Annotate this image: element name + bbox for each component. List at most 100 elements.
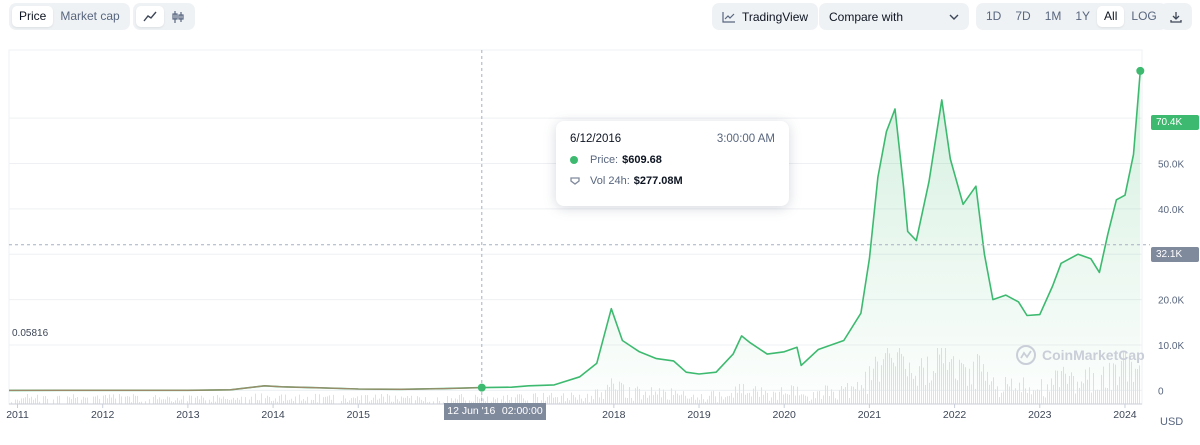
volume-bar bbox=[315, 393, 316, 404]
volume-bar bbox=[703, 399, 704, 404]
volume-bar bbox=[73, 394, 74, 404]
volume-bar bbox=[731, 392, 732, 404]
volume-bar bbox=[609, 387, 610, 404]
candlestick-icon[interactable] bbox=[164, 6, 192, 27]
x-tick-label: 2014 bbox=[261, 409, 285, 421]
volume-bar bbox=[605, 389, 606, 404]
volume-bar bbox=[1039, 390, 1040, 404]
volume-bar bbox=[683, 391, 684, 404]
crosshair-point bbox=[477, 383, 486, 392]
volume-bar bbox=[1117, 385, 1118, 404]
volume-bar bbox=[725, 397, 726, 404]
volume-bar bbox=[1051, 378, 1052, 404]
volume-bar bbox=[781, 387, 782, 404]
volume-bar bbox=[487, 396, 488, 404]
volume-bar bbox=[223, 396, 224, 404]
volume-bar bbox=[791, 385, 792, 404]
volume-bar bbox=[569, 400, 570, 404]
volume-bar bbox=[829, 396, 830, 404]
range-1y[interactable]: 1Y bbox=[1075, 9, 1091, 23]
range-1m[interactable]: 1M bbox=[1044, 9, 1062, 23]
volume-bar bbox=[353, 397, 354, 404]
volume-bar bbox=[121, 396, 122, 404]
volume-bar bbox=[655, 391, 656, 404]
volume-bar bbox=[623, 384, 624, 404]
volume-bar bbox=[589, 402, 590, 404]
download-button[interactable] bbox=[1160, 3, 1192, 30]
range-log[interactable]: LOG bbox=[1131, 9, 1157, 23]
tab-market-cap[interactable]: Market cap bbox=[60, 9, 120, 23]
crosshair-date: 12 Jun '16 bbox=[447, 405, 496, 417]
volume-bar bbox=[537, 397, 538, 404]
range-7d[interactable]: 7D bbox=[1015, 9, 1031, 23]
volume-bar bbox=[649, 395, 650, 404]
volume-bar bbox=[401, 396, 402, 404]
volume-bar bbox=[565, 401, 566, 404]
current-price-tag: 70.4K bbox=[1151, 115, 1199, 130]
volume-bar bbox=[1029, 387, 1030, 404]
y-tick-label: 0 bbox=[1158, 386, 1164, 397]
volume-bar bbox=[517, 394, 518, 404]
line-chart-icon[interactable] bbox=[136, 6, 164, 27]
volume-bar bbox=[769, 400, 770, 404]
volume-bar bbox=[993, 377, 994, 404]
volume-bar bbox=[957, 380, 958, 404]
tradingview-button[interactable]: TradingView bbox=[712, 3, 819, 30]
volume-bar bbox=[693, 394, 694, 404]
volume-bar bbox=[267, 395, 268, 404]
range-all[interactable]: All bbox=[1097, 6, 1125, 27]
volume-bar bbox=[419, 397, 420, 404]
volume-bar bbox=[213, 395, 214, 404]
volume-bar bbox=[283, 400, 284, 404]
tradingview-icon bbox=[722, 11, 735, 23]
currency-label: USD bbox=[1160, 416, 1184, 428]
volume-bar bbox=[183, 395, 184, 404]
volume-bar bbox=[67, 396, 68, 404]
volume-bar bbox=[737, 392, 738, 404]
volume-bar bbox=[1111, 389, 1112, 404]
volume-bar bbox=[239, 399, 240, 404]
volume-bar bbox=[591, 395, 592, 404]
volume-bar bbox=[219, 397, 220, 404]
volume-bar bbox=[831, 389, 832, 404]
volume-bar bbox=[735, 386, 736, 404]
volume-bar bbox=[417, 396, 418, 404]
volume-bar bbox=[313, 399, 314, 404]
volume-bar bbox=[43, 396, 44, 404]
volume-bar bbox=[425, 397, 426, 404]
volume-bar bbox=[377, 399, 378, 404]
volume-bar bbox=[675, 390, 676, 404]
volume-bar bbox=[389, 395, 390, 404]
volume-bar bbox=[261, 393, 262, 404]
range-1d[interactable]: 1D bbox=[986, 9, 1002, 23]
volume-bar bbox=[515, 397, 516, 404]
volume-bar bbox=[331, 399, 332, 404]
early-price-line bbox=[8, 385, 482, 392]
tooltip-volume-label: Vol 24h: bbox=[590, 175, 630, 187]
volume-bar bbox=[753, 388, 754, 404]
volume-bar bbox=[809, 401, 810, 404]
volume-bar bbox=[59, 395, 60, 404]
volume-bar bbox=[217, 395, 218, 404]
volume-bar bbox=[1095, 390, 1096, 404]
compare-dropdown[interactable]: Compare with bbox=[819, 3, 969, 30]
tab-price[interactable]: Price bbox=[12, 6, 54, 27]
volume-bar bbox=[105, 395, 106, 404]
volume-bar bbox=[859, 390, 860, 404]
volume-bar bbox=[821, 398, 822, 404]
volume-bar bbox=[505, 401, 506, 404]
volume-bar bbox=[415, 400, 416, 404]
volume-bar bbox=[81, 399, 82, 404]
volume-bar bbox=[145, 401, 146, 404]
volume-bar bbox=[465, 400, 466, 404]
volume-bar bbox=[277, 401, 278, 404]
volume-bar bbox=[237, 397, 238, 404]
volume-bar bbox=[221, 398, 222, 404]
volume-bar bbox=[677, 393, 678, 404]
x-tick-label: 2013 bbox=[176, 409, 200, 421]
range-toggle: 1D 7D 1M 1Y All LOG bbox=[976, 3, 1167, 30]
volume-bar bbox=[985, 380, 986, 404]
volume-bar bbox=[763, 394, 764, 404]
